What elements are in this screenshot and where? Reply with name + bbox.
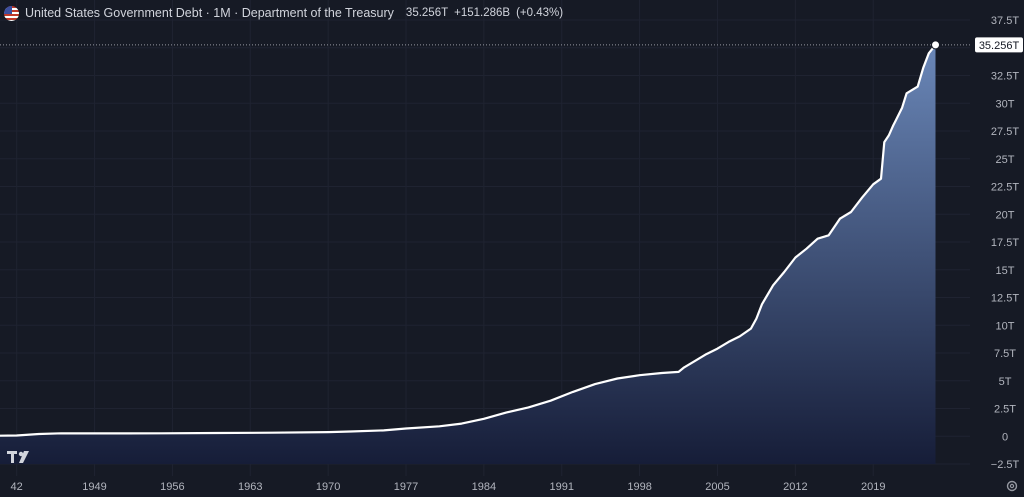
y-tick-label: −2.5T xyxy=(991,459,1020,471)
last-value-badge-text: 35.256T xyxy=(979,40,1020,52)
y-tick-label: 7.5T xyxy=(994,348,1016,360)
y-tick-label: 20T xyxy=(996,209,1015,221)
last-value: 35.256T xyxy=(405,7,449,19)
gear-icon[interactable] xyxy=(1005,479,1019,493)
y-axis[interactable]: 37.5T35T32.5T30T27.5T25T22.5T20T17.5T15T… xyxy=(991,15,1020,471)
y-tick-label: 12.5T xyxy=(991,293,1019,305)
x-tick-label: 1991 xyxy=(550,481,574,493)
x-tick-label: 1984 xyxy=(472,481,496,493)
x-tick-label: 1949 xyxy=(82,481,106,493)
debt-series-line[interactable] xyxy=(0,44,937,437)
last-value-point[interactable] xyxy=(931,40,941,50)
x-tick-label: 2019 xyxy=(861,481,885,493)
debt-area-fill xyxy=(0,44,936,465)
change-value: +151.286B xyxy=(454,7,511,19)
y-tick-label: 15T xyxy=(996,265,1015,277)
y-tick-label: 27.5T xyxy=(991,126,1019,138)
change-percent: (+0.43%) xyxy=(516,7,564,19)
x-tick-label: 42 xyxy=(11,481,23,493)
chart-header: United States Government Debt · 1M · Dep… xyxy=(4,5,563,21)
y-tick-label: 22.5T xyxy=(991,182,1019,194)
last-value-badge: 35.256T xyxy=(975,37,1023,53)
y-tick-label: 17.5T xyxy=(991,237,1019,249)
x-tick-label: 2012 xyxy=(783,481,807,493)
y-tick-label: 30T xyxy=(996,98,1015,110)
y-tick-label: 25T xyxy=(996,154,1015,166)
x-axis[interactable]: 42 1949 1956 1963 1970 1977 1984 1991 1998 2005 20… xyxy=(11,481,886,493)
last-value-badge-bg xyxy=(975,37,1023,53)
x-tick-label: 1956 xyxy=(160,481,184,493)
us-flag-icon xyxy=(4,5,19,21)
series-title[interactable]: United States Government Debt · 1M · Dep… xyxy=(25,6,394,20)
tradingview-logo-icon[interactable] xyxy=(6,450,36,464)
y-tick-label: 37.5T xyxy=(991,15,1019,27)
y-tick-label: 10T xyxy=(996,320,1015,332)
x-tick-label: 2005 xyxy=(705,481,729,493)
x-tick-label: 1977 xyxy=(394,481,418,493)
x-tick-label: 1998 xyxy=(627,481,651,493)
y-tick-label: 0 xyxy=(1002,431,1008,443)
y-tick-label: 32.5T xyxy=(991,71,1019,83)
y-tick-label: 2.5T xyxy=(994,404,1016,416)
y-tick-label: 5T xyxy=(999,376,1012,388)
x-tick-label: 1963 xyxy=(238,481,262,493)
x-tick-label: 1970 xyxy=(316,481,340,493)
